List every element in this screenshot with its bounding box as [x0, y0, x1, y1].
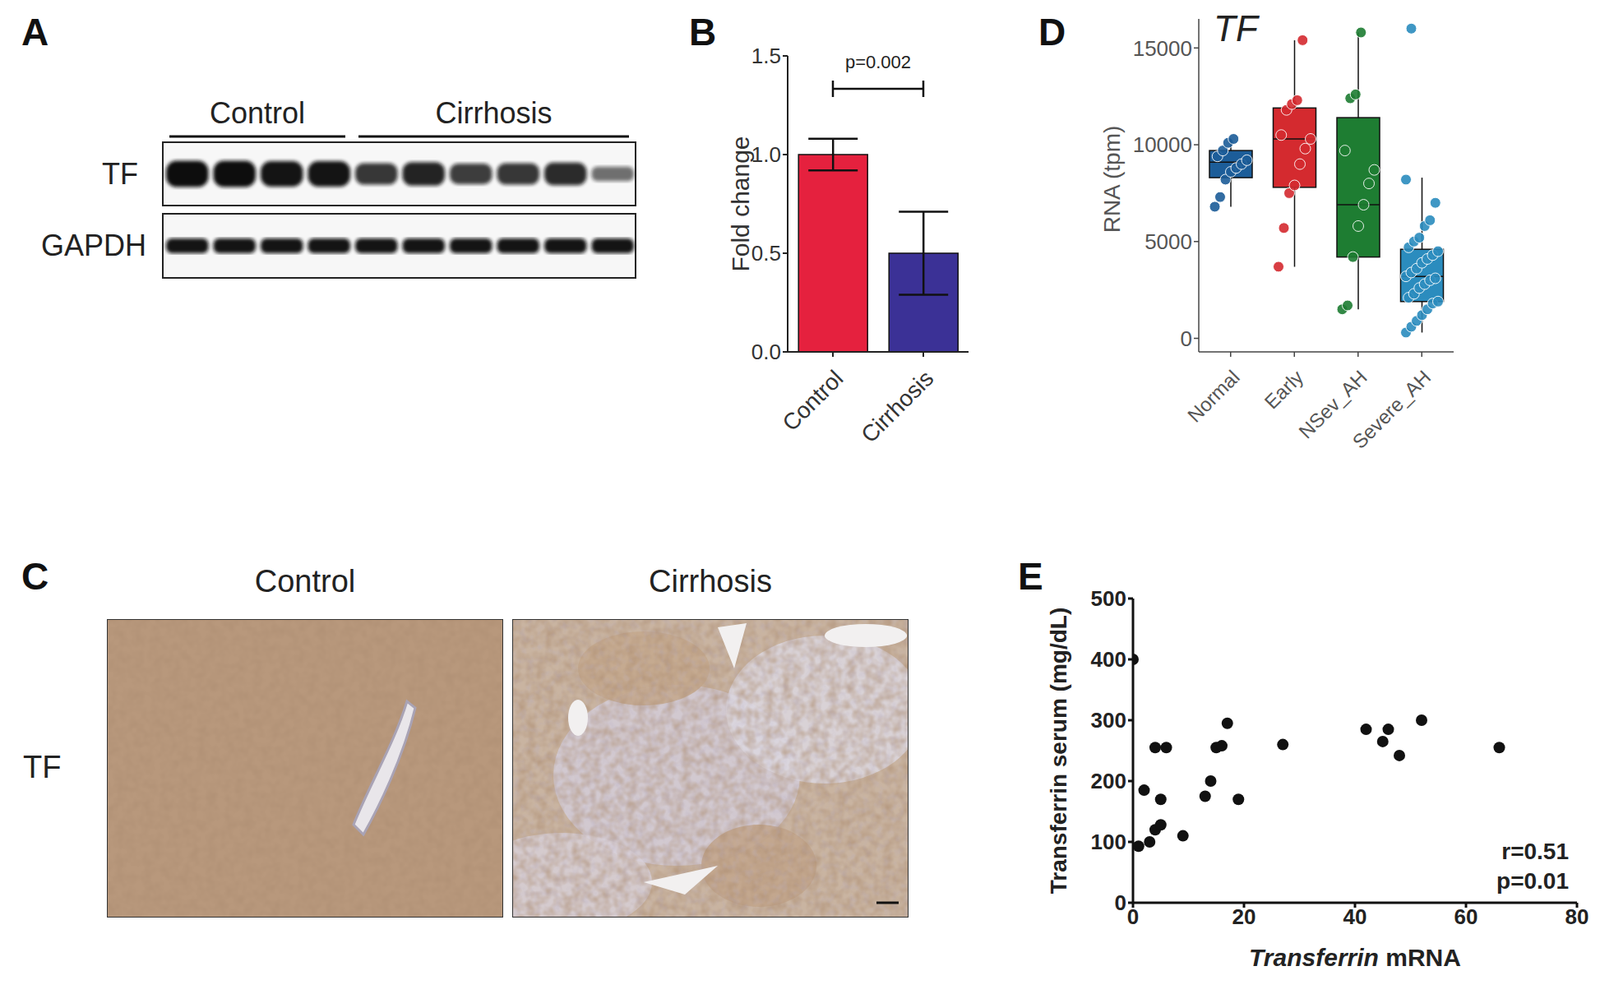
- svg-text:1.5: 1.5: [751, 43, 782, 69]
- svg-text:Control: Control: [254, 564, 357, 599]
- svg-text:5000: 5000: [1144, 229, 1193, 255]
- svg-text:Early: Early: [1259, 365, 1308, 414]
- html-text:E: E: [1017, 554, 1044, 598]
- svg-text:1.0: 1.0: [751, 142, 782, 167]
- html-text:C: C: [21, 554, 49, 598]
- html-text:p=0.01: p=0.01: [1496, 868, 1569, 894]
- html-text:Transferrin mRNA: Transferrin mRNA: [1249, 943, 1461, 972]
- svg-text:100: 100: [1091, 829, 1127, 855]
- svg-text:GAPDH: GAPDH: [41, 228, 147, 263]
- html-text:p=0.002: p=0.002: [845, 51, 912, 73]
- svg-text:Cirrhosis: Cirrhosis: [434, 96, 552, 130]
- html-text:D: D: [1038, 10, 1066, 54]
- svg-text:0: 0: [1127, 904, 1139, 930]
- html-text:RNA (tpm): RNA (tpm): [1099, 125, 1125, 233]
- svg-text:0.5: 0.5: [751, 240, 782, 266]
- svg-text:Normal: Normal: [1183, 365, 1244, 427]
- html-text:A: A: [21, 10, 49, 54]
- html-text:Fold change: Fold change: [726, 135, 754, 272]
- svg-text:400: 400: [1091, 647, 1127, 672]
- svg-text:Control: Control: [777, 365, 849, 436]
- svg-text:Control: Control: [209, 96, 306, 130]
- svg-text:300: 300: [1091, 707, 1127, 733]
- svg-text:15000: 15000: [1132, 36, 1193, 61]
- svg-text:80: 80: [1565, 904, 1590, 930]
- svg-text:0: 0: [1114, 890, 1127, 916]
- svg-text:Cirrhosis: Cirrhosis: [648, 564, 773, 599]
- svg-text:TF: TF: [23, 749, 61, 785]
- svg-text:Severe_AH: Severe_AH: [1347, 365, 1435, 454]
- svg-text:500: 500: [1091, 586, 1127, 611]
- svg-text:10000: 10000: [1132, 132, 1193, 158]
- svg-text:Cirrhosis: Cirrhosis: [855, 365, 939, 448]
- svg-text:40: 40: [1343, 904, 1368, 930]
- svg-text:20: 20: [1232, 904, 1257, 930]
- html-text:Transferrin serum (mg/dL): Transferrin serum (mg/dL): [1045, 607, 1072, 894]
- html-text:B: B: [689, 10, 717, 54]
- svg-text:TF: TF: [101, 157, 139, 191]
- svg-text:60: 60: [1454, 904, 1479, 930]
- svg-text:0: 0: [1180, 326, 1193, 352]
- svg-text:200: 200: [1091, 768, 1127, 794]
- html-text:TF: TF: [1213, 8, 1258, 49]
- svg-text:NSev_AH: NSev_AH: [1294, 365, 1372, 443]
- html-text:r=0.51: r=0.51: [1501, 838, 1569, 865]
- svg-text:0.0: 0.0: [751, 339, 782, 365]
